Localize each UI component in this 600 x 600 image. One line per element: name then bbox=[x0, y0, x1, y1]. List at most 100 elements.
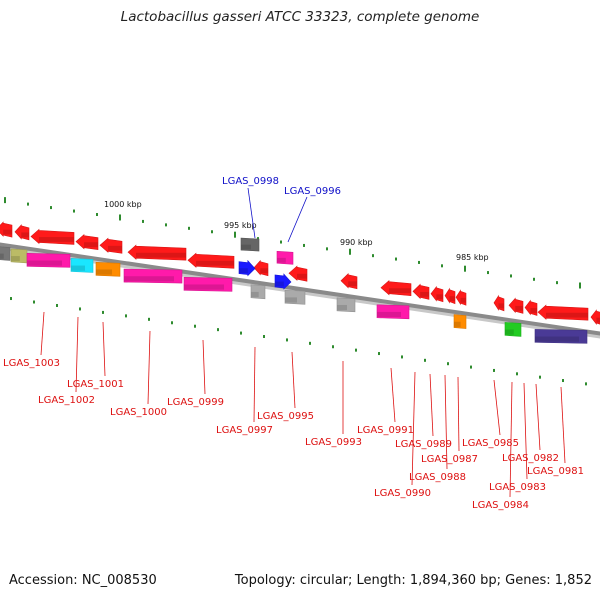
scale-label-985kbp: 985 kbp bbox=[456, 253, 489, 262]
scale-tick bbox=[441, 264, 443, 268]
gene-red-12-shade bbox=[436, 294, 443, 300]
gene-red-13 bbox=[444, 287, 456, 305]
gene-lane2-1-shade bbox=[11, 256, 20, 262]
genome-title: Lactobacillus gasseri ATCC 33323, comple… bbox=[120, 9, 480, 25]
gene-red-4 bbox=[99, 237, 123, 254]
label-LGAS_0997: LGAS_0997 bbox=[216, 425, 273, 436]
leader-LGAS_0990 bbox=[411, 371, 416, 486]
gene-red-5 bbox=[127, 244, 187, 261]
scale-tick bbox=[96, 213, 98, 217]
gene-red-4-shade bbox=[108, 245, 122, 251]
gene-red-15-shade bbox=[498, 303, 504, 309]
gene-lane2-13-shade bbox=[535, 336, 579, 342]
gene-lane2-5 bbox=[123, 268, 183, 284]
gene-red-6-body bbox=[187, 252, 235, 269]
gene-lane2-5-shade bbox=[124, 276, 174, 282]
gene-red-12 bbox=[430, 285, 444, 303]
gene-lane2-10-shade bbox=[377, 311, 401, 318]
scale-tick bbox=[4, 197, 6, 204]
gene-red-9-shade bbox=[348, 281, 357, 287]
scale-tick bbox=[464, 265, 466, 272]
gene-red-7-shade bbox=[260, 268, 268, 274]
gene-red-15-body bbox=[493, 294, 505, 312]
gene-red-0 bbox=[0, 221, 13, 238]
label-LGAS_0996: LGAS_0996 bbox=[284, 186, 341, 197]
scale-tick bbox=[303, 243, 305, 247]
gene-red-14-shade bbox=[460, 297, 466, 303]
gene-lane2-4 bbox=[95, 262, 121, 277]
gene-red-12-body bbox=[430, 285, 444, 303]
scale-tick bbox=[211, 230, 213, 234]
scale-tick bbox=[50, 206, 52, 210]
scale-tick bbox=[188, 226, 190, 230]
leader-LGAS_0981 bbox=[560, 386, 566, 464]
gene-lane2-4-shade bbox=[96, 269, 112, 275]
gene-red-8-body bbox=[288, 265, 308, 282]
gene-red-4-body bbox=[99, 237, 123, 254]
leader-LGAS_0988 bbox=[444, 374, 448, 470]
label-LGAS_1000: LGAS_1000 bbox=[110, 407, 167, 418]
gene-red-3-shade bbox=[84, 242, 98, 248]
gene-lane2-9-shade bbox=[337, 304, 347, 311]
gene-red-18-shade bbox=[546, 312, 588, 318]
label-LGAS_0983: LGAS_0983 bbox=[489, 482, 546, 493]
label-LGAS_1003: LGAS_1003 bbox=[3, 358, 60, 369]
gene-lane2-10 bbox=[376, 304, 410, 320]
label-LGAS_0982: LGAS_0982 bbox=[502, 453, 559, 464]
gene-red-6 bbox=[187, 252, 235, 269]
scale-tick-inner bbox=[447, 362, 449, 366]
gene-red-7 bbox=[253, 259, 269, 277]
leader-LGAS_0984 bbox=[509, 381, 513, 498]
scale-tick bbox=[326, 247, 328, 251]
label-LGAS_0987: LGAS_0987 bbox=[421, 454, 478, 465]
scale-tick-inner bbox=[470, 365, 472, 369]
gene-red-3 bbox=[75, 233, 99, 251]
gene-red-8 bbox=[288, 265, 308, 282]
gene-red-9-body bbox=[340, 273, 358, 290]
gene-blue-0996-shade bbox=[275, 281, 284, 287]
leader-LGAS_0995 bbox=[291, 351, 296, 409]
scale-tick bbox=[280, 240, 282, 244]
scale-tick-inner bbox=[309, 341, 311, 345]
gene-red-16-body bbox=[508, 297, 524, 314]
scale-tick-inner bbox=[493, 368, 495, 372]
gene-red-3-body bbox=[75, 233, 99, 251]
gene-lane2-0-shade bbox=[0, 253, 4, 259]
scale-tick-inner bbox=[148, 317, 150, 321]
gene-red-1-shade bbox=[21, 232, 29, 238]
label-LGAS_0988: LGAS_0988 bbox=[409, 472, 466, 483]
scale-label-990kbp: 990 kbp bbox=[340, 238, 373, 247]
gene-red-15 bbox=[493, 294, 505, 312]
label-LGAS_0998: LGAS_0998 bbox=[222, 176, 279, 187]
gene-lane2-7-shade bbox=[251, 291, 259, 298]
topology-text: Topology: circular; Length: 1,894,360 bp… bbox=[234, 573, 592, 588]
scale-tick-inner bbox=[562, 379, 564, 383]
label-LGAS_0999: LGAS_0999 bbox=[167, 397, 224, 408]
scale-tick-inner bbox=[171, 321, 173, 325]
gene-lane2-8-shade bbox=[285, 297, 297, 303]
gene-red-2-shade bbox=[39, 237, 74, 242]
gene-lane2-6 bbox=[183, 276, 233, 292]
gene-red-16 bbox=[508, 297, 524, 314]
leader-LGAS_0998 bbox=[247, 187, 256, 239]
gene-red-5-body bbox=[127, 244, 187, 261]
gene-red-0-body bbox=[0, 221, 13, 238]
scale-tick-inner bbox=[332, 345, 334, 349]
scale-tick-inner bbox=[263, 335, 265, 339]
genes bbox=[0, 221, 600, 344]
gene-red-11-shade bbox=[420, 291, 429, 297]
gene-red-17 bbox=[524, 299, 538, 316]
gene-red-8-shade bbox=[297, 273, 307, 279]
genome-backbone bbox=[0, 242, 600, 336]
gene-red-18-body bbox=[537, 304, 589, 321]
scale-tick-inner bbox=[217, 328, 219, 332]
scale-tick-inner bbox=[194, 324, 196, 328]
gene-red-19-body bbox=[590, 309, 600, 325]
leader-LGAS_0999 bbox=[202, 339, 206, 395]
scale-tick-inner bbox=[79, 307, 81, 311]
gene-lane2-2 bbox=[26, 253, 71, 268]
scale-tick-inner bbox=[378, 352, 380, 356]
gene-lane2-6-shade bbox=[184, 284, 224, 290]
scale-tick bbox=[556, 281, 558, 285]
label-LGAS_1002: LGAS_1002 bbox=[38, 395, 95, 406]
